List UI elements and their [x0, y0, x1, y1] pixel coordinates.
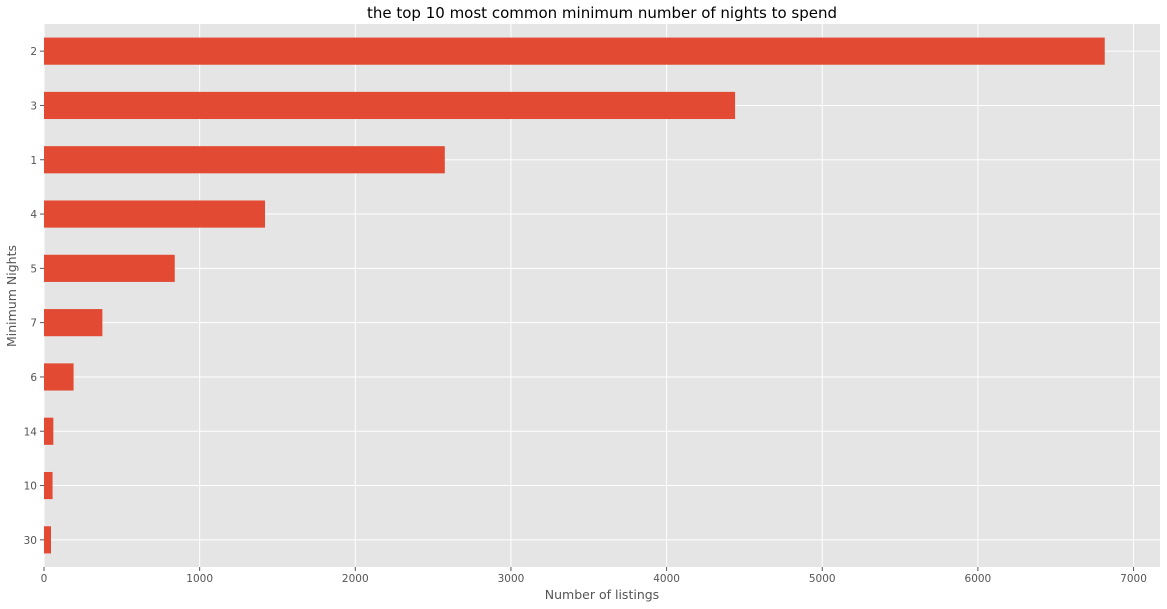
y-tick-label: 1 — [30, 155, 37, 167]
bar — [44, 417, 54, 445]
x-axis-label: Number of listings — [545, 587, 659, 602]
bar — [44, 471, 53, 500]
bar — [44, 146, 445, 174]
x-tick-label: 1000 — [186, 573, 213, 585]
y-tick-label: 4 — [30, 209, 37, 221]
x-tick-label: 6000 — [965, 573, 992, 585]
y-tick-label: 3 — [30, 100, 37, 112]
y-tick-label: 10 — [24, 481, 37, 493]
x-tick-label: 5000 — [809, 573, 836, 585]
bar — [44, 309, 103, 337]
x-tick-label: 3000 — [498, 573, 525, 585]
bar — [44, 526, 52, 554]
bar — [44, 91, 736, 120]
y-tick-label: 30 — [24, 535, 37, 547]
x-tick-label: 4000 — [653, 573, 680, 585]
bars — [44, 37, 1105, 554]
y-tick-label: 5 — [30, 263, 37, 275]
y-tick-label: 2 — [30, 46, 37, 58]
y-tick-label: 6 — [30, 372, 37, 384]
bar — [44, 363, 74, 391]
bar — [44, 254, 175, 282]
y-tick-label: 7 — [30, 318, 37, 330]
bar — [44, 200, 266, 228]
y-tick-label: 14 — [24, 426, 38, 438]
x-tick-label: 2000 — [342, 573, 369, 585]
bar — [44, 37, 1105, 65]
x-tick-label: 7000 — [1120, 573, 1147, 585]
y-axis-label: Minimum Nights — [4, 245, 19, 347]
x-tick-label: 0 — [41, 573, 48, 585]
chart-title: the top 10 most common minimum number of… — [367, 4, 837, 22]
x-tick-labels: 0 1000 2000 3000 4000 5000 6000 7000 — [41, 567, 1147, 585]
